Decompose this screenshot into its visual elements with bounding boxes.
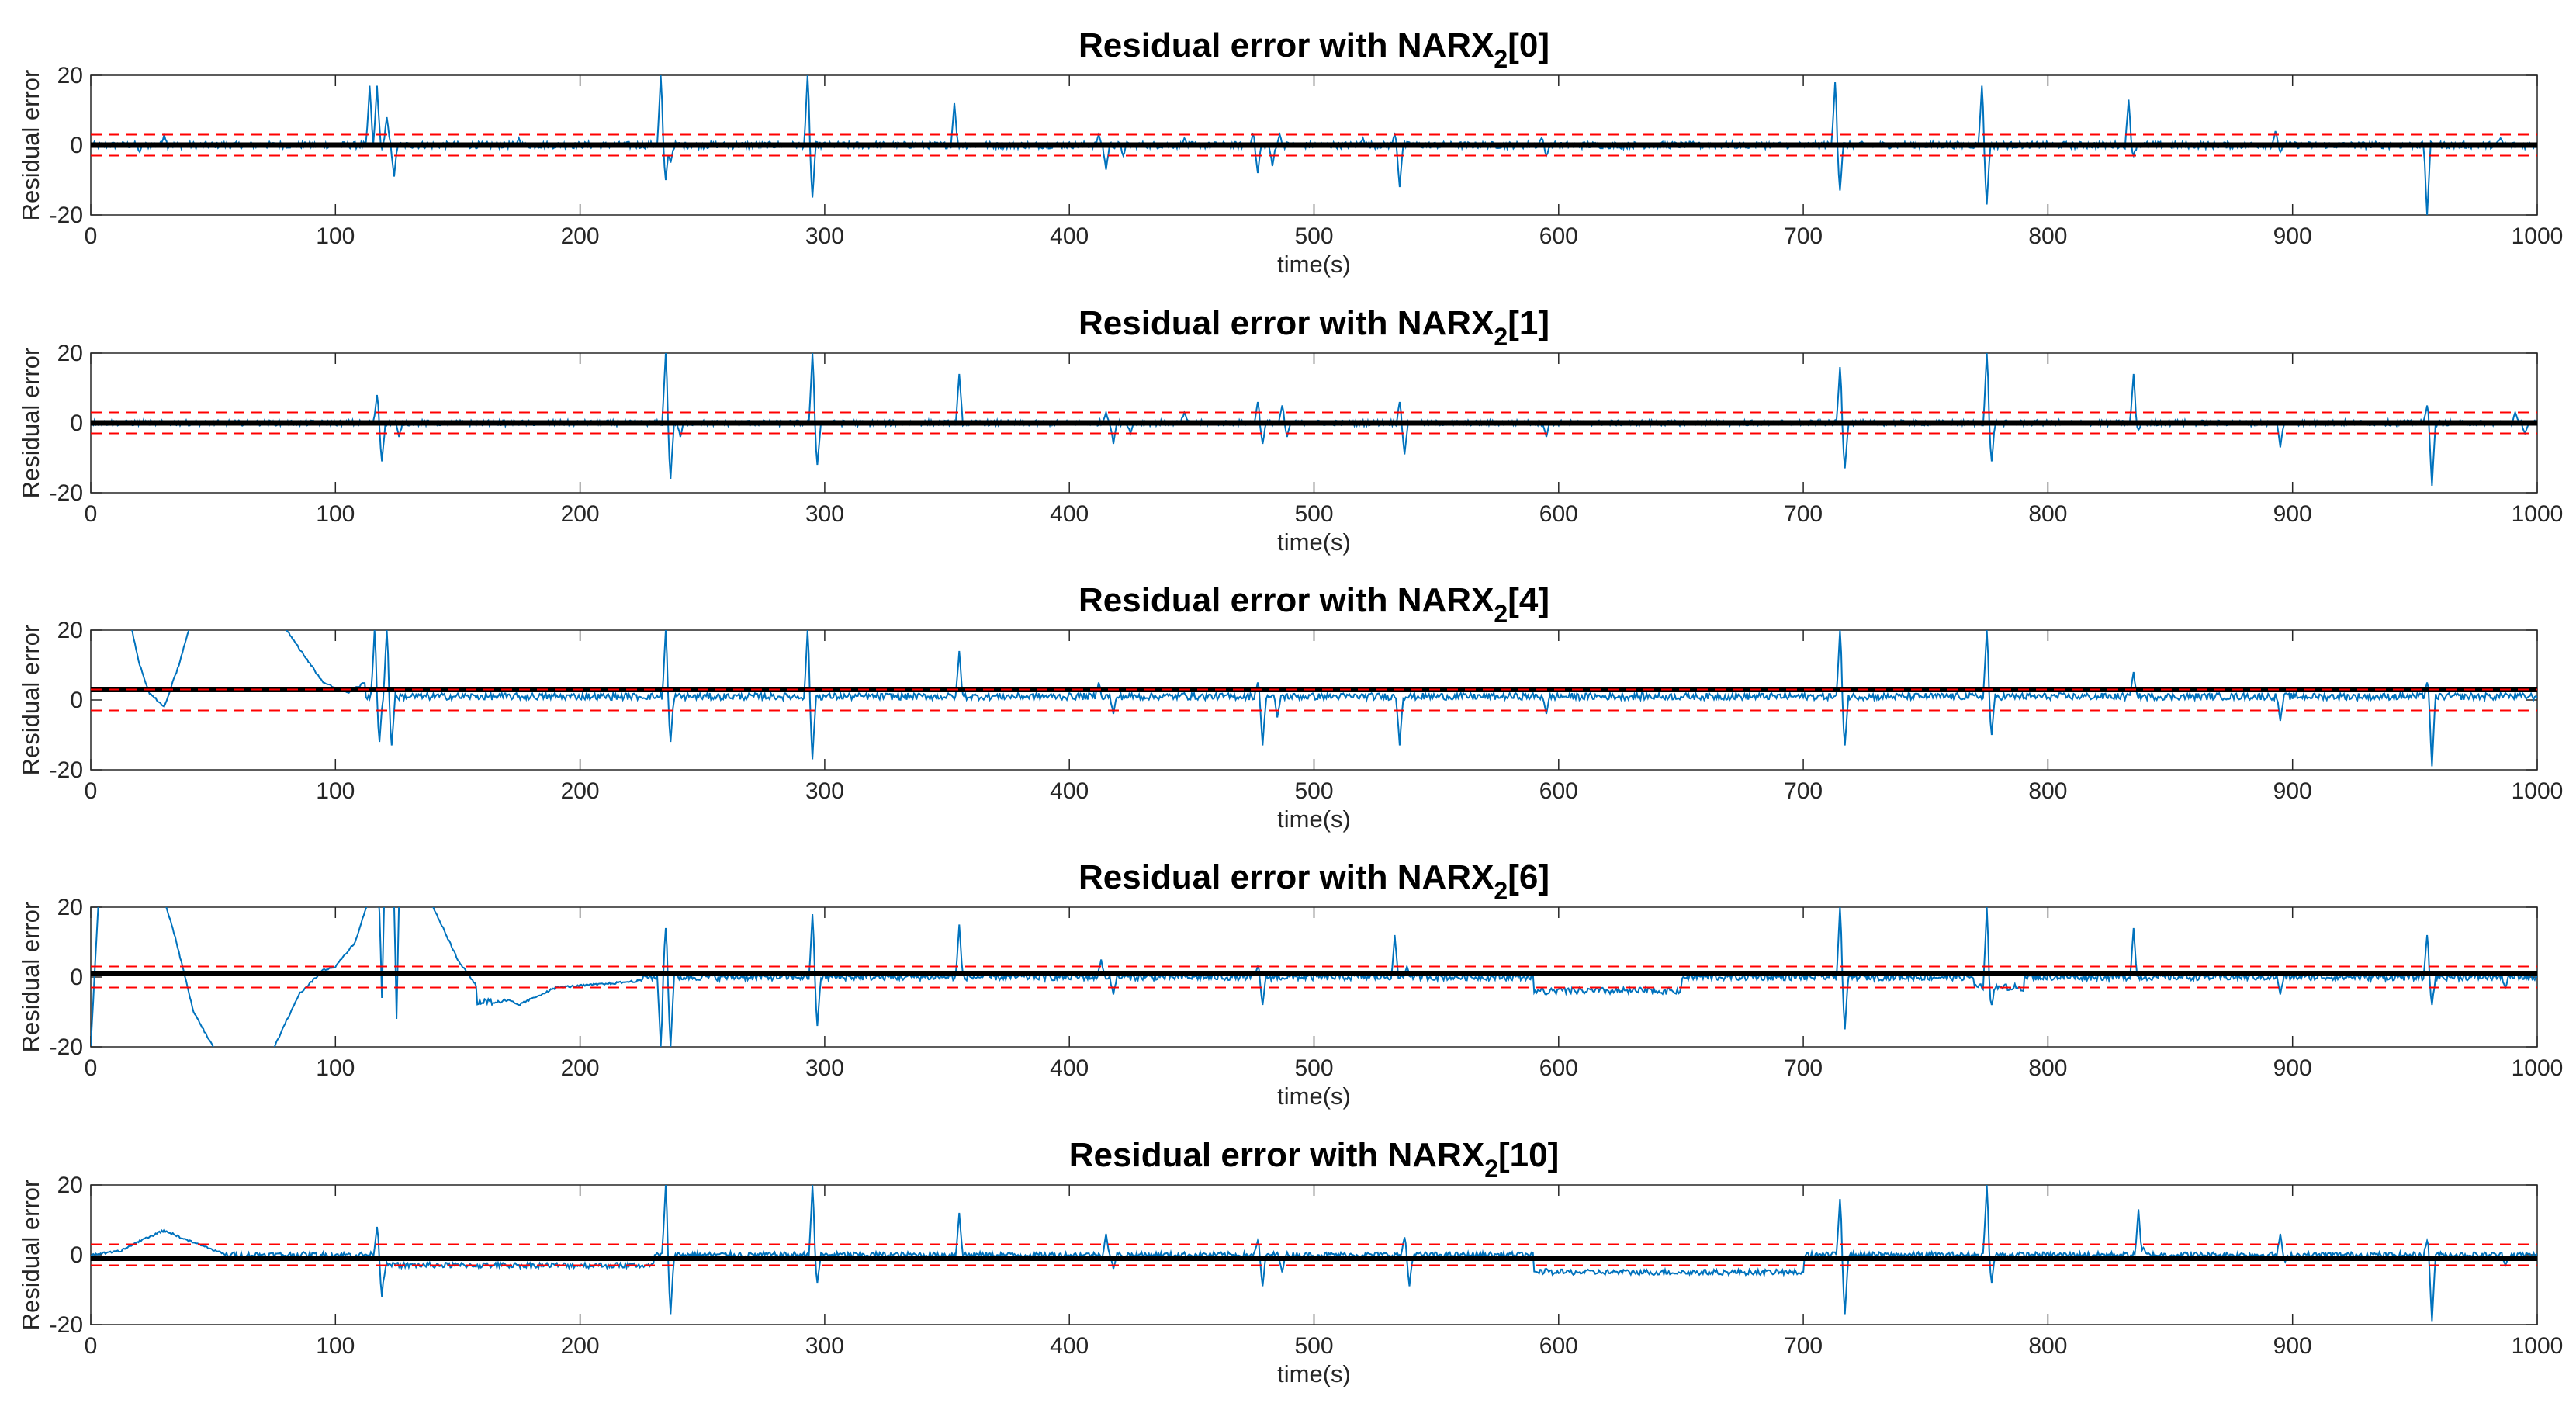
x-tick-label: 0 xyxy=(85,223,98,249)
x-tick-label: 500 xyxy=(1294,501,1333,527)
y-axis-label: Residual error xyxy=(17,348,44,499)
x-tick-label: 800 xyxy=(2028,1333,2067,1359)
x-tick-label: 900 xyxy=(2273,1333,2312,1359)
x-tick-label: 1000 xyxy=(2512,501,2564,527)
x-axis-label: time(s) xyxy=(1277,1083,1351,1110)
x-tick-label: 600 xyxy=(1539,1333,1578,1359)
x-tick-label: 300 xyxy=(805,501,844,527)
x-tick-label: 1000 xyxy=(2512,1333,2564,1359)
x-tick-label: 500 xyxy=(1294,1055,1333,1081)
plot-area xyxy=(90,1184,2538,1325)
x-tick-label: 700 xyxy=(1784,778,1823,804)
chart-title: Residual error with NARX2[10] xyxy=(1069,1136,1559,1183)
chart-panel-3: Residual error with NARX2[6]0 100 200 300 40… xyxy=(17,858,2564,1110)
x-tick-label: 800 xyxy=(2028,223,2067,249)
chart-title: Residual error with NARX2[1] xyxy=(1079,304,1549,351)
y-tick-label: 0 xyxy=(70,1242,83,1268)
y-tick-label: 20 xyxy=(57,1173,83,1198)
x-tick-label: 400 xyxy=(1050,1055,1089,1081)
x-tick-label: 400 xyxy=(1050,223,1089,249)
x-tick-label: 400 xyxy=(1050,501,1089,527)
x-tick-label: 700 xyxy=(1784,501,1823,527)
x-tick-label: 0 xyxy=(85,1055,98,1081)
x-tick-label: 600 xyxy=(1539,501,1578,527)
x-tick-label: 200 xyxy=(561,778,600,804)
residual-series-line xyxy=(131,630,2537,767)
y-tick-label: 20 xyxy=(57,618,83,643)
y-tick-label: 20 xyxy=(57,63,83,88)
x-tick-label: 1000 xyxy=(2512,223,2564,249)
x-tick-label: 0 xyxy=(85,501,98,527)
x-tick-label: 300 xyxy=(805,1333,844,1359)
x-tick-label: 700 xyxy=(1784,223,1823,249)
x-tick-label: 500 xyxy=(1294,223,1333,249)
y-tick-label: -20 xyxy=(50,203,83,228)
y-tick-label: -20 xyxy=(50,757,83,783)
x-tick-label: 1000 xyxy=(2512,1055,2564,1081)
y-axis-label: Residual error xyxy=(17,1180,44,1331)
x-axis-label: time(s) xyxy=(1277,1360,1351,1387)
y-tick-label: 0 xyxy=(70,411,83,436)
x-tick-label: 700 xyxy=(1784,1055,1823,1081)
x-tick-label: 1000 xyxy=(2512,778,2564,804)
y-tick-label: 0 xyxy=(70,965,83,990)
y-tick-label: 20 xyxy=(57,895,83,920)
x-tick-label: 100 xyxy=(316,223,355,249)
x-tick-label: 0 xyxy=(85,778,98,804)
x-tick-label: 100 xyxy=(316,1333,355,1359)
x-tick-label: 900 xyxy=(2273,223,2312,249)
x-tick-label: 300 xyxy=(805,223,844,249)
x-tick-label: 300 xyxy=(805,778,844,804)
y-axis-label: Residual error xyxy=(17,902,44,1053)
x-tick-label: 600 xyxy=(1539,1055,1578,1081)
x-tick-label: 700 xyxy=(1784,1333,1823,1359)
x-tick-label: 200 xyxy=(561,1333,600,1359)
x-tick-label: 900 xyxy=(2273,1055,2312,1081)
x-tick-label: 100 xyxy=(316,501,355,527)
plot-area xyxy=(90,629,2538,771)
x-tick-label: 900 xyxy=(2273,501,2312,527)
x-tick-label: 400 xyxy=(1050,778,1089,804)
y-tick-label: 20 xyxy=(57,341,83,366)
x-tick-label: 800 xyxy=(2028,501,2067,527)
x-tick-label: 200 xyxy=(561,1055,600,1081)
chart-panel-4: Residual error with NARX2[10]0 100 200 300 4… xyxy=(17,1136,2563,1387)
y-tick-label: -20 xyxy=(50,480,83,506)
y-tick-label: 0 xyxy=(70,133,83,158)
x-tick-label: 600 xyxy=(1539,778,1578,804)
x-tick-label: 100 xyxy=(316,778,355,804)
y-tick-label: -20 xyxy=(50,1312,83,1338)
y-tick-label: -20 xyxy=(50,1034,83,1060)
chart-title: Residual error with NARX2[6] xyxy=(1079,858,1549,905)
x-axis-label: time(s) xyxy=(1277,805,1351,833)
chart-title: Residual error with NARX2[0] xyxy=(1079,26,1549,73)
x-tick-label: 400 xyxy=(1050,1333,1089,1359)
y-axis-label: Residual error xyxy=(17,625,44,776)
x-tick-label: 0 xyxy=(85,1333,98,1359)
y-axis-label: Residual error xyxy=(17,70,44,221)
chart-panel-0: Residual error with NARX2[0]0 100 200 300 40… xyxy=(17,26,2563,278)
x-tick-label: 900 xyxy=(2273,778,2312,804)
x-axis-label: time(s) xyxy=(1277,251,1351,278)
y-tick-label: 0 xyxy=(70,688,83,713)
x-tick-label: 200 xyxy=(561,223,600,249)
x-axis-label: time(s) xyxy=(1277,528,1351,556)
chart-panel-2: Residual error with NARX2[4]0 100 200 300 40… xyxy=(17,581,2564,833)
x-tick-label: 800 xyxy=(2028,1055,2067,1081)
x-tick-label: 200 xyxy=(561,501,600,527)
x-tick-label: 500 xyxy=(1294,1333,1333,1359)
chart-panel-1: Residual error with NARX2[1]0 100 200 300 40… xyxy=(17,304,2563,556)
x-tick-label: 800 xyxy=(2028,778,2067,804)
x-tick-label: 600 xyxy=(1539,223,1578,249)
chart-title: Residual error with NARX2[4] xyxy=(1079,581,1549,628)
x-tick-label: 300 xyxy=(805,1055,844,1081)
x-tick-label: 100 xyxy=(316,1055,355,1081)
x-tick-label: 500 xyxy=(1294,778,1333,804)
